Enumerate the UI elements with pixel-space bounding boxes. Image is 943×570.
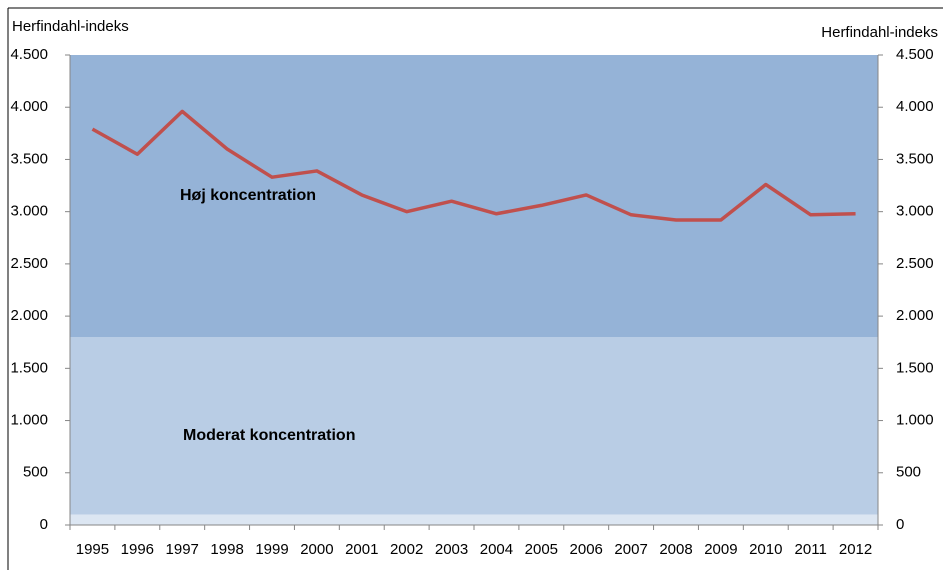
y2-tick-label: 3.500 <box>896 150 934 167</box>
y2-tick-label: 1.500 <box>896 359 934 376</box>
x-tick-label: 1998 <box>210 541 243 558</box>
x-tick-label: 2005 <box>525 541 558 558</box>
band-label: Moderat koncentration <box>183 427 355 444</box>
y2-tick-label: 4.000 <box>896 98 934 115</box>
x-tick-label: 2007 <box>614 541 647 558</box>
y2-tick-label: 1.000 <box>896 412 934 429</box>
y-tick-label: 2.000 <box>10 307 48 324</box>
x-tick-label: 1997 <box>166 541 199 558</box>
concentration-band <box>70 514 878 525</box>
y-tick-label: 4.000 <box>10 98 48 115</box>
y-tick-label: 4.500 <box>10 46 48 63</box>
data-line <box>91 109 856 222</box>
y-tick-label: 3.500 <box>10 150 48 167</box>
x-tick-label: 2008 <box>659 541 692 558</box>
x-tick-label: 2002 <box>390 541 423 558</box>
x-tick-label: 2012 <box>839 541 872 558</box>
y2-tick-label: 4.500 <box>896 46 934 63</box>
y-tick-label: 500 <box>23 464 48 481</box>
concentration-band <box>70 337 878 515</box>
y2-tick-label: 2.500 <box>896 255 934 272</box>
x-tick-label: 2003 <box>435 541 468 558</box>
y-axis-label: Herfindahl-indeks <box>12 18 129 35</box>
x-tick-label: 2004 <box>480 541 513 558</box>
x-tick-label: 2001 <box>345 541 378 558</box>
y-tick-label: 3.000 <box>10 203 48 220</box>
y2-tick-label: 2.000 <box>896 307 934 324</box>
y-tick-label: 2.500 <box>10 255 48 272</box>
band-label: Høj koncentration <box>180 187 316 204</box>
x-tick-label: 2009 <box>704 541 737 558</box>
y-tick-label: 0 <box>40 516 48 533</box>
y-tick-label: 1.000 <box>10 412 48 429</box>
x-tick-label: 2010 <box>749 541 782 558</box>
x-tick-label: 1999 <box>255 541 288 558</box>
y2-tick-label: 3.000 <box>896 203 934 220</box>
y2-axis-label: Herfindahl-indeks <box>821 24 938 41</box>
x-tick-label: 1996 <box>121 541 154 558</box>
x-tick-label: 1995 <box>76 541 109 558</box>
y2-tick-label: 500 <box>896 464 921 481</box>
x-tick-label: 2000 <box>300 541 333 558</box>
concentration-band <box>70 55 878 337</box>
x-tick-label: 2011 <box>795 541 827 558</box>
y2-tick-label: 0 <box>896 516 904 533</box>
x-tick-label: 2006 <box>570 541 603 558</box>
y-tick-label: 1.500 <box>10 359 48 376</box>
